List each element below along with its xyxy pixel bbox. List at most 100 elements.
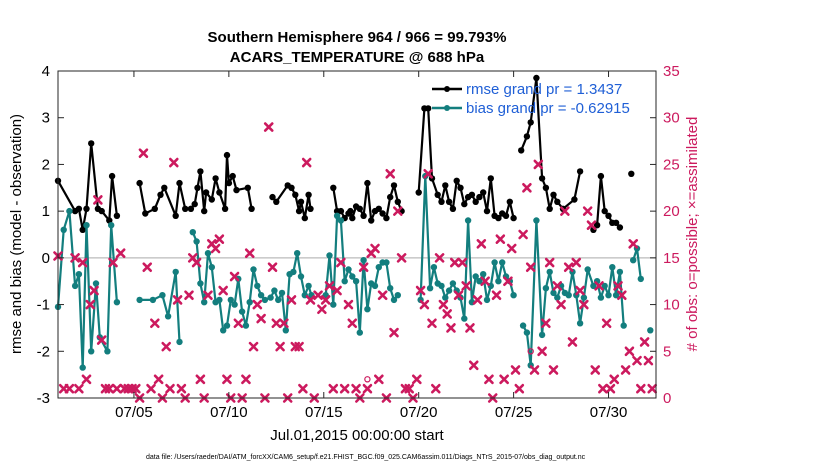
rmse-point (457, 184, 464, 191)
obs-assimilated-marker (377, 290, 388, 301)
obs-assimilated-marker (601, 318, 612, 329)
obs-assimilated-marker (191, 257, 202, 268)
bias-point (605, 292, 612, 299)
bias-point (352, 278, 360, 285)
y-right-tick-label: 5 (663, 343, 671, 360)
obs-assimilated-marker (347, 318, 358, 329)
obs-assimilated-marker (263, 122, 274, 132)
obs-assimilated-marker (89, 285, 99, 296)
obs-assimilated-marker (415, 285, 426, 296)
obs-assimilated-marker (362, 383, 373, 394)
rmse-point (612, 219, 620, 226)
obs-assimilated-marker (104, 383, 115, 394)
obs-assimilated-marker (385, 168, 396, 179)
rmse-point (483, 207, 491, 215)
bias-point (601, 282, 608, 290)
bias-point (164, 313, 172, 320)
bias-point (383, 259, 390, 266)
rmse-point (364, 179, 371, 187)
rmse-point (225, 179, 233, 187)
legend-rmse-label: rmse grand pr = 1.3437 (466, 81, 622, 98)
obs-assimilated-marker (617, 290, 627, 301)
bias-point (371, 282, 379, 290)
obs-assimilated-marker (108, 257, 118, 268)
obs-assimilated-marker (434, 253, 445, 263)
rmse-line-segment (271, 184, 312, 220)
obs-assimilated-marker (70, 253, 80, 263)
rmse-point (216, 189, 223, 196)
obs-assimilated-marker (472, 295, 483, 305)
obs-assimilated-marker (169, 157, 179, 168)
obs-assimilated-marker (647, 383, 658, 394)
rmse-point (295, 207, 303, 215)
rmse-point (554, 198, 561, 205)
bias-point (75, 271, 83, 278)
obs-assimilated-marker (324, 281, 335, 291)
bias-point (356, 329, 363, 336)
obs-assimilated-marker (77, 257, 88, 268)
rmse-point (379, 210, 386, 217)
y-tick-label: 4 (42, 63, 50, 80)
obs-assimilated-marker (552, 281, 563, 291)
y-tick-label: -3 (37, 390, 50, 407)
obs-assimilated-marker (457, 257, 468, 268)
obs-assimilated-marker (184, 290, 194, 301)
obs-assimilated-marker (396, 253, 407, 263)
bias-point (590, 282, 597, 290)
obs-assimilated-marker (320, 295, 331, 305)
obs-assimilated-marker (412, 374, 422, 385)
y-tick-label: 1 (42, 203, 50, 220)
bias-point (630, 257, 637, 264)
obs-assimilated-marker (510, 365, 521, 375)
y-tick-label: 2 (42, 156, 50, 173)
rmse-point (571, 196, 578, 203)
chart-subtitle: ACARS_TEMPERATURE @ 688 hPa (230, 49, 485, 66)
obs-assimilated-marker (571, 257, 582, 268)
bias-point (238, 308, 246, 315)
rmse-point (442, 182, 449, 189)
obs-assimilated-marker (586, 220, 597, 230)
obs-assimilated-marker (427, 318, 437, 329)
bias-point (60, 226, 67, 233)
obs-assimilated-marker (453, 290, 464, 301)
obs-assimilated-marker (560, 206, 570, 216)
bias-point (271, 287, 278, 294)
rmse-point (523, 133, 531, 140)
rmse-point (506, 198, 513, 205)
rmse-point (502, 212, 510, 219)
bias-point (584, 266, 591, 273)
bias-point (83, 222, 90, 229)
rmse-point (347, 207, 354, 215)
rmse-point (208, 196, 215, 203)
rmse-point (161, 184, 168, 191)
obs-assimilated-marker (294, 341, 304, 352)
rmse-point (375, 205, 382, 212)
bias-point (254, 282, 261, 290)
bias-point (267, 294, 274, 301)
bias-point (108, 222, 115, 229)
obs-assimilated-marker (499, 374, 509, 385)
x-tick-label: 07/25 (495, 404, 533, 421)
obs-assimilated-marker (172, 295, 183, 305)
rmse-point (605, 212, 612, 219)
y-right-tick-label: 20 (663, 203, 680, 220)
obs-assimilated-marker (404, 383, 415, 394)
bias-point (297, 273, 305, 280)
x-axis-label: Jul.01,2015 00:00:00 start (270, 427, 444, 444)
obs-assimilated-marker (93, 195, 103, 205)
obs-assimilated-marker (176, 383, 187, 394)
rmse-point (157, 191, 164, 198)
rmse-point (576, 168, 584, 175)
y-tick-label: -1 (37, 297, 50, 314)
obs-assimilated-marker (529, 365, 540, 375)
bias-point (223, 322, 231, 329)
obs-assimilated-marker (153, 374, 164, 385)
rmse-point (79, 226, 86, 233)
rmse-point (223, 151, 231, 159)
obs-assimilated-marker (495, 234, 506, 244)
rmse-point (461, 200, 468, 208)
bias-point (208, 264, 215, 271)
rmse-point (472, 198, 479, 205)
bias-point (550, 289, 557, 297)
bias-point (136, 296, 143, 304)
